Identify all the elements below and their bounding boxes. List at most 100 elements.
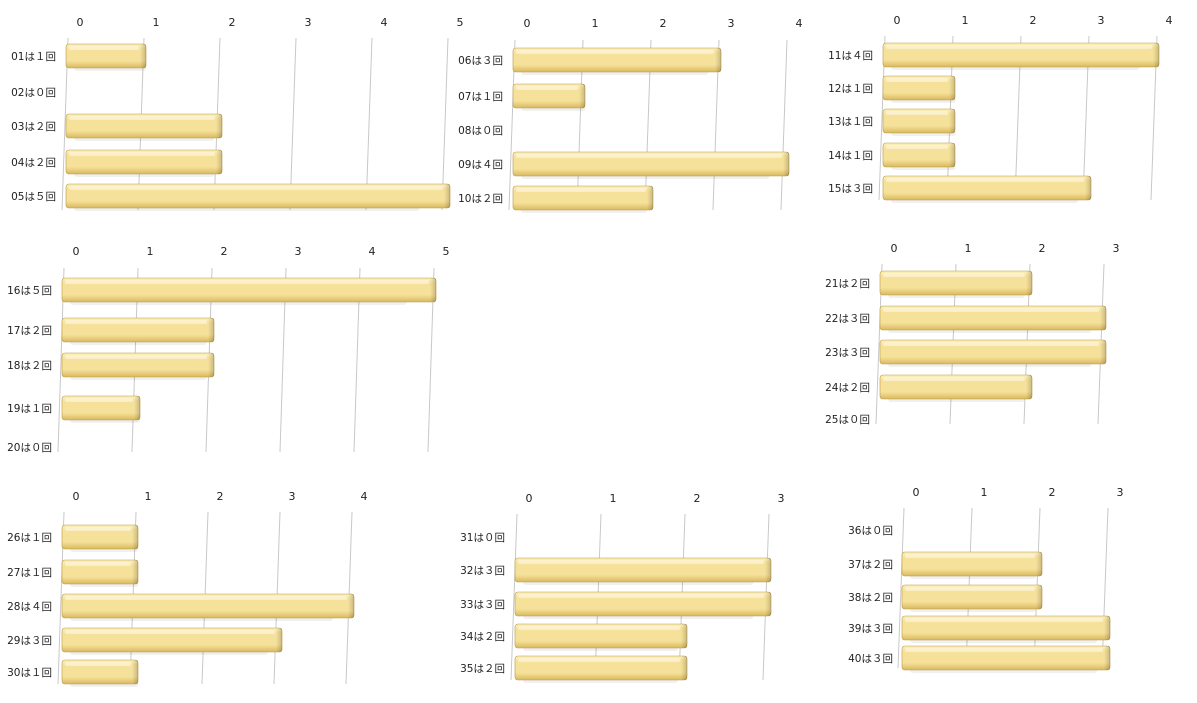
gridline-3 [289, 37, 297, 211]
bar-highlight [518, 560, 764, 564]
chart-panel-36-40: 0 1 2 3 36は０回 37は２回 38は２回 39は３回 40は３回 [848, 486, 1124, 673]
bar-highlight [518, 594, 764, 598]
category-label: 35は２回 [460, 663, 505, 675]
bar-end-cap [1104, 646, 1110, 670]
bar-highlight [516, 154, 782, 158]
chart-panel-06-10: 0 1 2 3 4 06は３回 07は１回 08は０回 09は４回 10は２回 [458, 17, 803, 213]
x-tick-label: 2 [1049, 486, 1056, 499]
gridline-0 [510, 513, 518, 681]
category-label: 20は０回 [7, 442, 52, 454]
bar-highlight [518, 658, 680, 662]
category-label: 36は０回 [848, 525, 893, 537]
bar-highlight [69, 186, 443, 190]
x-tick-label: 0 [524, 17, 531, 30]
bar-highlight [905, 618, 1103, 622]
bar-end-cap [949, 143, 955, 167]
category-label: 39は３回 [848, 623, 893, 635]
bar-end-cap [1104, 616, 1110, 640]
gridline-4 [365, 37, 373, 211]
bar-highlight [65, 280, 429, 284]
bar-end-cap [1085, 176, 1091, 200]
category-label: 22は３回 [825, 313, 870, 325]
bar-end-cap [1026, 271, 1032, 295]
bar-highlight [65, 596, 347, 600]
bar-highlight [65, 630, 275, 634]
category-label: 25は０回 [825, 414, 870, 426]
gridline-3 [1101, 507, 1109, 669]
bar-end-cap [208, 353, 214, 377]
chart-panel-11-15: 0 1 2 3 4 11は４回 12は１回 13は１回 14は１回 15は３回 [828, 14, 1173, 203]
category-label: 40は３回 [848, 653, 893, 665]
bar-end-cap [1100, 306, 1106, 330]
category-label: 27は１回 [7, 567, 52, 579]
category-label: 38は２回 [848, 592, 893, 604]
bar-end-cap [140, 44, 146, 68]
bar-end-cap [1100, 340, 1106, 364]
category-label: 06は３回 [458, 55, 503, 67]
category-label: 17は２回 [7, 325, 52, 337]
x-tick-label: 3 [305, 16, 312, 29]
bar-highlight [516, 188, 646, 192]
x-tick-label: 5 [457, 16, 464, 29]
category-label: 32は３回 [460, 565, 505, 577]
category-label: 29は３回 [7, 635, 52, 647]
x-tick-label: 1 [965, 242, 972, 255]
category-label: 02は０回 [11, 87, 56, 99]
x-tick-label: 2 [217, 490, 224, 503]
bar-highlight [69, 46, 139, 50]
x-tick-label: 1 [981, 486, 988, 499]
bar-highlight [65, 562, 131, 566]
category-label: 30は１回 [7, 667, 52, 679]
x-tick-label: 0 [77, 16, 84, 29]
category-label: 19は１回 [7, 403, 52, 415]
x-tick-label: 4 [796, 17, 803, 30]
bar-end-cap [765, 592, 771, 616]
x-tick-label: 5 [443, 245, 450, 258]
bar-end-cap [647, 186, 653, 210]
x-tick-label: 1 [153, 16, 160, 29]
chart-panel-26-30: 0 1 2 3 4 26は１回 27は１回 28は４回 29は３回 30は１回 [7, 490, 368, 687]
x-tick-label: 1 [610, 492, 617, 505]
chart-panel-31-35: 0 1 2 3 31は０回 32は３回 33は３回 34は２回 35は２回 [460, 492, 785, 683]
x-tick-label: 3 [1117, 486, 1124, 499]
bar-highlight [516, 86, 578, 90]
gridline-0 [897, 507, 905, 669]
category-label: 37は２回 [848, 559, 893, 571]
x-tick-label: 0 [73, 245, 80, 258]
bar-end-cap [216, 150, 222, 174]
bar-highlight [65, 355, 207, 359]
x-tick-label: 3 [289, 490, 296, 503]
bar-highlight [886, 178, 1084, 182]
bar-highlight [886, 78, 948, 82]
x-tick-label: 1 [145, 490, 152, 503]
bar-end-cap [783, 152, 789, 176]
category-label: 13は１回 [828, 116, 873, 128]
category-label: 21は２回 [825, 278, 870, 290]
category-label: 31は０回 [460, 532, 505, 544]
bar-end-cap [276, 628, 282, 652]
category-label: 09は４回 [458, 159, 503, 171]
x-tick-label: 4 [381, 16, 388, 29]
bar-highlight [883, 377, 1025, 381]
bar-highlight [69, 152, 215, 156]
bar-end-cap [681, 656, 687, 680]
bar-end-cap [1026, 375, 1032, 399]
x-tick-label: 4 [1166, 14, 1173, 27]
bar-highlight [905, 587, 1035, 591]
category-label: 07は１回 [458, 91, 503, 103]
x-tick-label: 3 [1098, 14, 1105, 27]
bar-highlight [65, 398, 133, 402]
bar-end-cap [132, 560, 138, 584]
category-label: 34は２回 [460, 631, 505, 643]
bar-highlight [516, 50, 714, 54]
bar-end-cap [208, 318, 214, 342]
bar-highlight [883, 273, 1025, 277]
category-label: 15は３回 [828, 183, 873, 195]
category-label: 33は３回 [460, 599, 505, 611]
bar-end-cap [949, 76, 955, 100]
x-tick-label: 2 [221, 245, 228, 258]
chart-panel-01-05: 0 1 2 3 4 5 01は１回 02は０回 03は２回 04は２回 05は５回 [11, 16, 464, 211]
bar-end-cap [1153, 43, 1159, 67]
bar-highlight [905, 554, 1035, 558]
